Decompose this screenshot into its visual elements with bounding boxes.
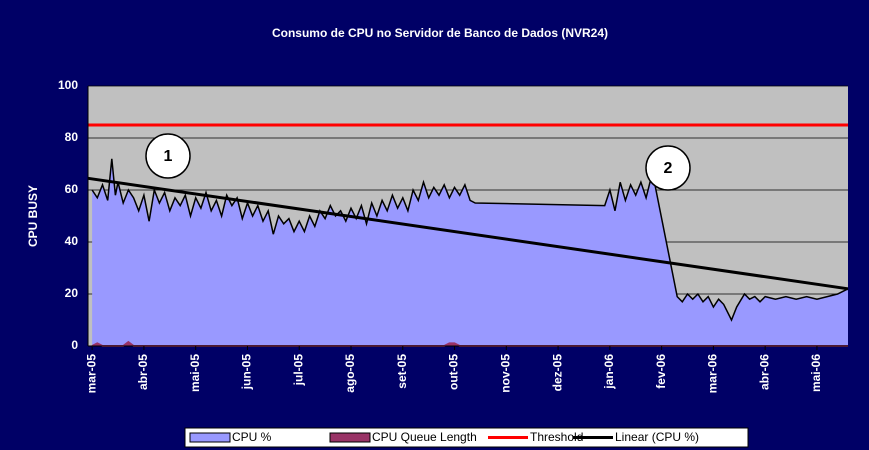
y-tick-label: 0 <box>71 338 78 352</box>
x-tick-label: dez-05 <box>550 354 564 392</box>
chart-title: Consumo de CPU no Servidor de Banco de D… <box>272 26 608 40</box>
x-tick-label: abr-06 <box>757 354 771 390</box>
y-tick-label: 100 <box>58 78 78 92</box>
area-outline <box>91 158 849 322</box>
x-tick-label: out-05 <box>447 354 461 390</box>
legend-swatch <box>189 432 231 443</box>
x-tick-label: jul-05 <box>291 354 305 387</box>
legend-label: CPU Queue Length <box>372 430 477 444</box>
line <box>87 176 849 291</box>
y-tick-label: 20 <box>65 286 79 300</box>
x-tick-label: mar-06 <box>706 354 720 394</box>
x-tick-label: fev-06 <box>654 354 668 389</box>
legend-label: CPU % <box>232 430 272 444</box>
legend <box>184 427 749 448</box>
x-tick-label: mai-06 <box>809 354 823 392</box>
x-tick-label: mar-05 <box>84 354 98 394</box>
annotation: 1 <box>145 133 191 179</box>
y-tick-label: 40 <box>65 234 79 248</box>
y-axis-label: CPU BUSY <box>26 185 40 247</box>
annotation-text: 2 <box>664 160 673 177</box>
x-tick-label: jan-06 <box>602 354 616 390</box>
legend-label: Linear (CPU %) <box>615 430 699 444</box>
legend-swatch <box>329 432 371 443</box>
y-tick-label: 80 <box>65 130 79 144</box>
x-tick-label: abr-05 <box>136 354 150 390</box>
annotation: 2 <box>645 145 691 191</box>
y-tick-label: 60 <box>65 182 79 196</box>
x-tick-label: mai-05 <box>188 354 202 392</box>
x-tick-label: nov-05 <box>498 354 512 393</box>
legend-label: Threshold <box>530 430 583 444</box>
annotation-text: 1 <box>164 148 173 165</box>
x-tick-label: ago-05 <box>343 354 357 393</box>
x-tick-label: set-05 <box>395 354 409 389</box>
x-tick-label: jun-05 <box>240 354 254 391</box>
